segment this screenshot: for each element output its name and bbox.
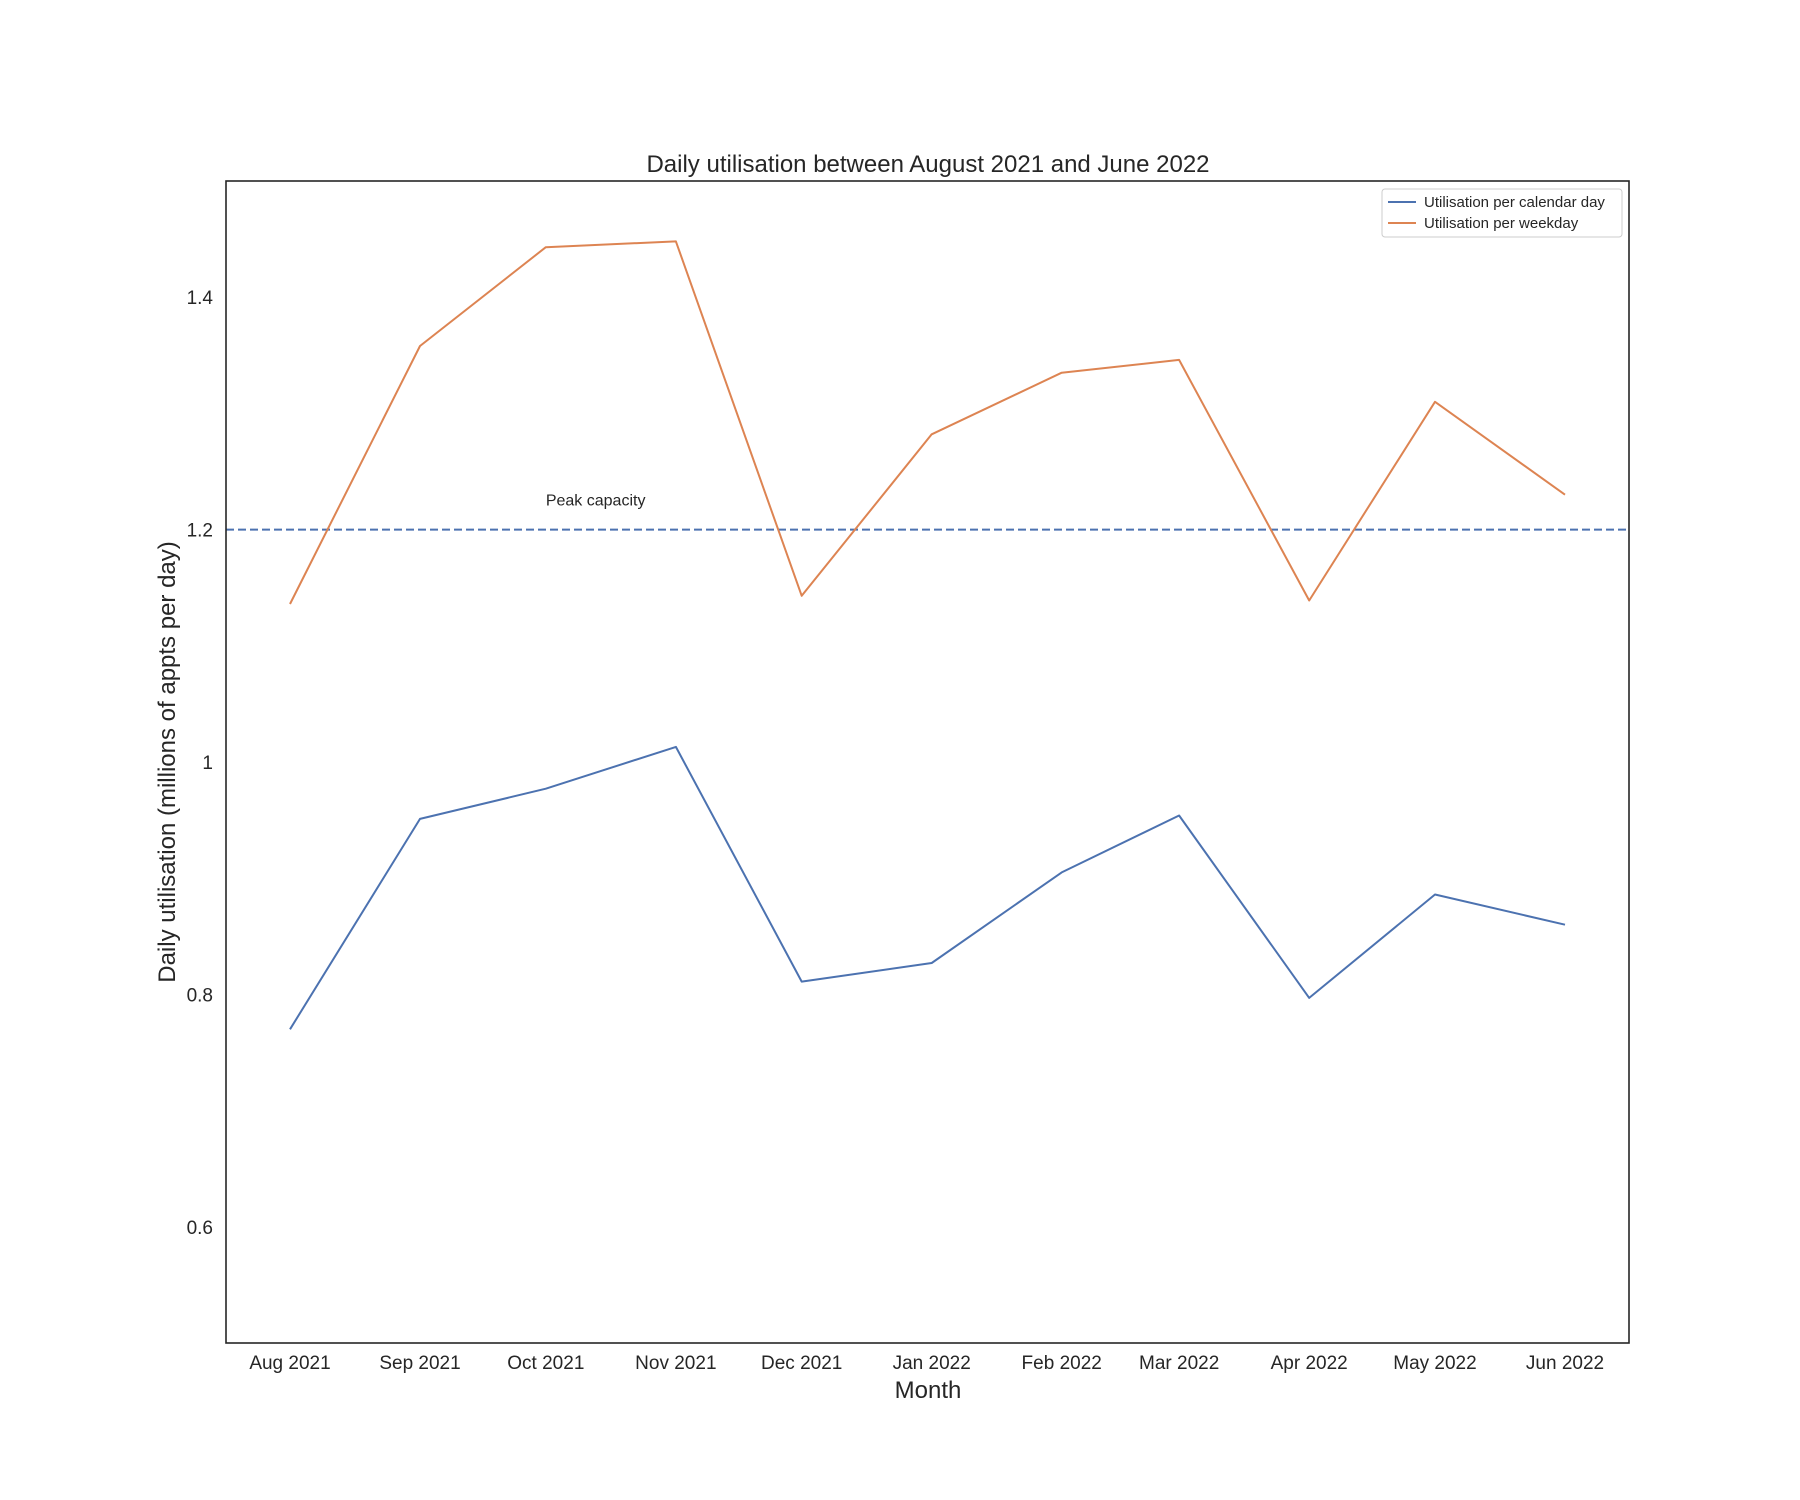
- x-tick-label: Dec 2021: [761, 1353, 842, 1374]
- legend-box: [1381, 188, 1623, 238]
- x-axis-label: Month: [895, 1377, 962, 1404]
- legend-entry: Utilisation per weekday: [1424, 215, 1579, 232]
- y-tick-label: 1.2: [187, 521, 213, 542]
- legend-entry: Utilisation per calendar day: [1424, 194, 1605, 211]
- x-tick-label: Mar 2022: [1139, 1353, 1219, 1374]
- x-tick-label: Oct 2021: [507, 1353, 584, 1374]
- x-tick-label: Apr 2022: [1271, 1353, 1348, 1374]
- x-tick-label: Aug 2021: [249, 1353, 330, 1374]
- x-tick-label: Feb 2022: [1022, 1353, 1102, 1374]
- x-tick-label: Jan 2022: [893, 1353, 971, 1374]
- y-tick-label: 1.4: [187, 288, 214, 309]
- series-line-weekday: [289, 240, 1566, 605]
- plot-area-frame: [225, 180, 1630, 1344]
- x-tick-label: May 2022: [1393, 1353, 1476, 1374]
- y-axis-label: Daily utilisation (millions of appts per…: [154, 541, 181, 983]
- y-tick-label: 0.8: [187, 985, 213, 1006]
- x-tick-label: Sep 2021: [379, 1353, 460, 1374]
- y-tick-label: 1: [202, 753, 213, 774]
- chart-title: Daily utilisation between August 2021 an…: [646, 151, 1209, 178]
- series-line-calendar-day: [289, 745, 1566, 1030]
- y-tick-label: 0.6: [187, 1218, 213, 1239]
- peak-capacity-annotation: Peak capacity: [546, 493, 646, 510]
- x-tick-label: Nov 2021: [635, 1353, 716, 1374]
- legend: Utilisation per calendar day Utilisation …: [1381, 188, 1623, 238]
- x-tick-label: Jun 2022: [1526, 1353, 1604, 1374]
